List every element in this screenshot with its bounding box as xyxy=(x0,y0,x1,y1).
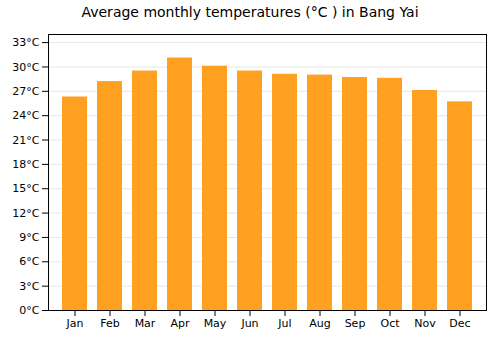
svg-text:6°C: 6°C xyxy=(19,255,39,268)
svg-text:Sep: Sep xyxy=(345,317,366,330)
svg-text:33°C: 33°C xyxy=(12,36,39,49)
svg-text:12°C: 12°C xyxy=(12,207,39,220)
svg-text:Mar: Mar xyxy=(135,317,156,330)
svg-text:Oct: Oct xyxy=(380,317,400,330)
svg-text:Nov: Nov xyxy=(414,317,436,330)
svg-text:May: May xyxy=(204,317,227,330)
html-text:Average monthly temperatures (: Average monthly temperatures (°C ) in Ba… xyxy=(81,4,419,20)
svg-text:Apr: Apr xyxy=(170,317,190,330)
svg-text:Feb: Feb xyxy=(100,317,119,330)
svg-text:30°C: 30°C xyxy=(12,60,39,73)
svg-text:Jun: Jun xyxy=(240,317,258,330)
svg-text:Jul: Jul xyxy=(277,317,291,330)
svg-text:3°C: 3°C xyxy=(19,280,39,293)
svg-text:Dec: Dec xyxy=(449,317,470,330)
svg-text:24°C: 24°C xyxy=(12,109,39,122)
svg-text:0°C: 0°C xyxy=(19,304,39,317)
svg-text:27°C: 27°C xyxy=(12,85,39,98)
svg-text:15°C: 15°C xyxy=(12,182,39,195)
svg-text:18°C: 18°C xyxy=(12,158,39,171)
svg-text:Jan: Jan xyxy=(66,317,84,330)
svg-text:Aug: Aug xyxy=(309,317,330,330)
svg-text:21°C: 21°C xyxy=(12,134,39,147)
svg-text:9°C: 9°C xyxy=(19,231,39,244)
